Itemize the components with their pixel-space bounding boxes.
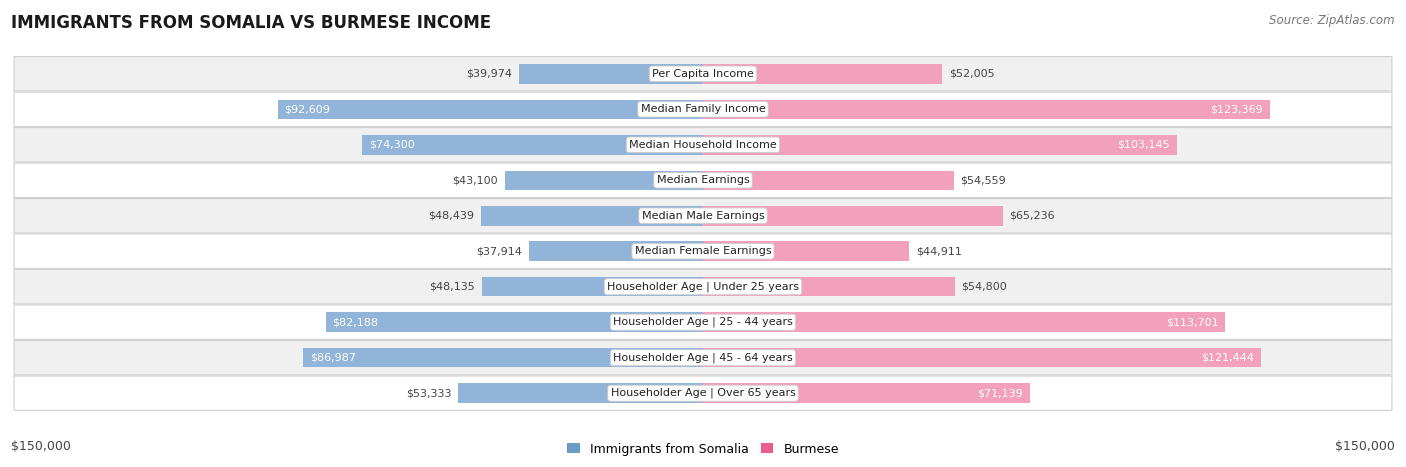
Text: Median Household Income: Median Household Income <box>628 140 778 150</box>
Bar <box>703 312 1225 332</box>
Text: $71,139: $71,139 <box>977 388 1022 398</box>
Bar <box>361 135 703 155</box>
Bar <box>703 64 942 84</box>
Bar <box>304 348 703 368</box>
Text: Source: ZipAtlas.com: Source: ZipAtlas.com <box>1270 14 1395 27</box>
FancyBboxPatch shape <box>14 57 1392 91</box>
Bar <box>505 170 703 190</box>
Bar <box>703 348 1261 368</box>
Text: IMMIGRANTS FROM SOMALIA VS BURMESE INCOME: IMMIGRANTS FROM SOMALIA VS BURMESE INCOM… <box>11 14 491 32</box>
Text: $113,701: $113,701 <box>1166 317 1219 327</box>
Bar <box>703 170 953 190</box>
Text: $48,135: $48,135 <box>429 282 475 292</box>
Text: Median Family Income: Median Family Income <box>641 104 765 114</box>
Text: $74,300: $74,300 <box>368 140 415 150</box>
Bar <box>519 64 703 84</box>
Text: $37,914: $37,914 <box>477 246 522 256</box>
Text: Householder Age | Under 25 years: Householder Age | Under 25 years <box>607 282 799 292</box>
Bar <box>703 206 1002 226</box>
Text: $65,236: $65,236 <box>1010 211 1054 221</box>
Text: Median Female Earnings: Median Female Earnings <box>634 246 772 256</box>
Text: $44,911: $44,911 <box>917 246 962 256</box>
Text: $52,005: $52,005 <box>949 69 994 79</box>
Text: Median Male Earnings: Median Male Earnings <box>641 211 765 221</box>
Text: $53,333: $53,333 <box>406 388 451 398</box>
FancyBboxPatch shape <box>14 340 1392 375</box>
Text: $54,559: $54,559 <box>960 175 1007 185</box>
Bar <box>529 241 703 261</box>
FancyBboxPatch shape <box>14 305 1392 340</box>
Bar <box>703 277 955 297</box>
Bar <box>482 277 703 297</box>
FancyBboxPatch shape <box>14 163 1392 198</box>
FancyBboxPatch shape <box>14 376 1392 410</box>
FancyBboxPatch shape <box>14 127 1392 162</box>
Bar <box>277 99 703 119</box>
Text: Householder Age | Over 65 years: Householder Age | Over 65 years <box>610 388 796 398</box>
Text: $103,145: $103,145 <box>1118 140 1170 150</box>
Bar <box>481 206 703 226</box>
Text: $39,974: $39,974 <box>467 69 513 79</box>
Text: $43,100: $43,100 <box>453 175 498 185</box>
Text: $150,000: $150,000 <box>11 440 72 453</box>
Bar <box>458 383 703 403</box>
Bar <box>703 135 1177 155</box>
FancyBboxPatch shape <box>14 234 1392 269</box>
Text: $86,987: $86,987 <box>311 353 356 363</box>
Text: $48,439: $48,439 <box>427 211 474 221</box>
Text: $92,609: $92,609 <box>284 104 330 114</box>
Text: $121,444: $121,444 <box>1201 353 1254 363</box>
FancyBboxPatch shape <box>14 198 1392 233</box>
Text: Householder Age | 45 - 64 years: Householder Age | 45 - 64 years <box>613 353 793 363</box>
Text: $123,369: $123,369 <box>1211 104 1263 114</box>
Text: Householder Age | 25 - 44 years: Householder Age | 25 - 44 years <box>613 317 793 327</box>
Text: Per Capita Income: Per Capita Income <box>652 69 754 79</box>
FancyBboxPatch shape <box>14 92 1392 127</box>
Legend: Immigrants from Somalia, Burmese: Immigrants from Somalia, Burmese <box>562 438 844 461</box>
Text: $54,800: $54,800 <box>962 282 1007 292</box>
Text: Median Earnings: Median Earnings <box>657 175 749 185</box>
Text: $82,188: $82,188 <box>332 317 378 327</box>
Bar <box>703 383 1029 403</box>
Bar <box>703 99 1270 119</box>
Text: $150,000: $150,000 <box>1334 440 1395 453</box>
FancyBboxPatch shape <box>14 269 1392 304</box>
Bar <box>326 312 703 332</box>
Bar <box>703 241 910 261</box>
